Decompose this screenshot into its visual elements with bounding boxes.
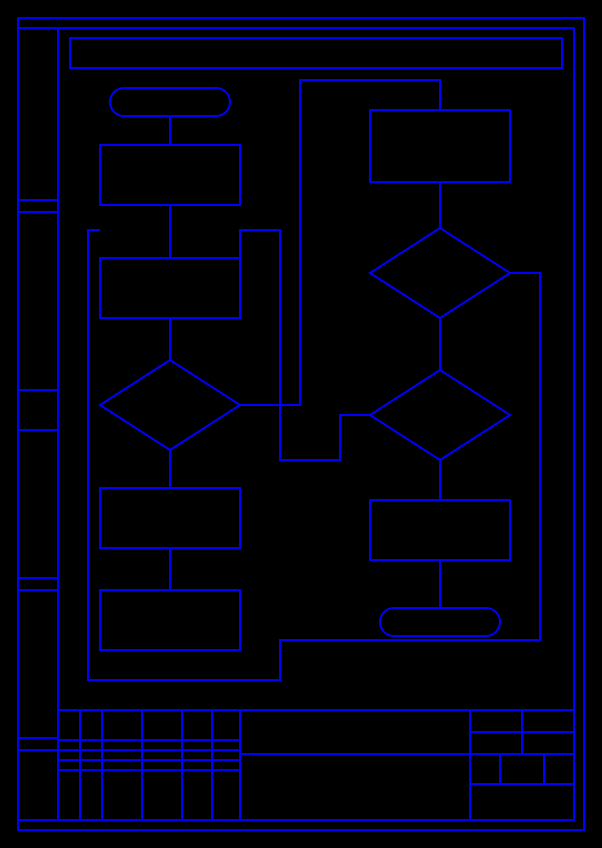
- flowchart-drawing-svg: [0, 0, 602, 848]
